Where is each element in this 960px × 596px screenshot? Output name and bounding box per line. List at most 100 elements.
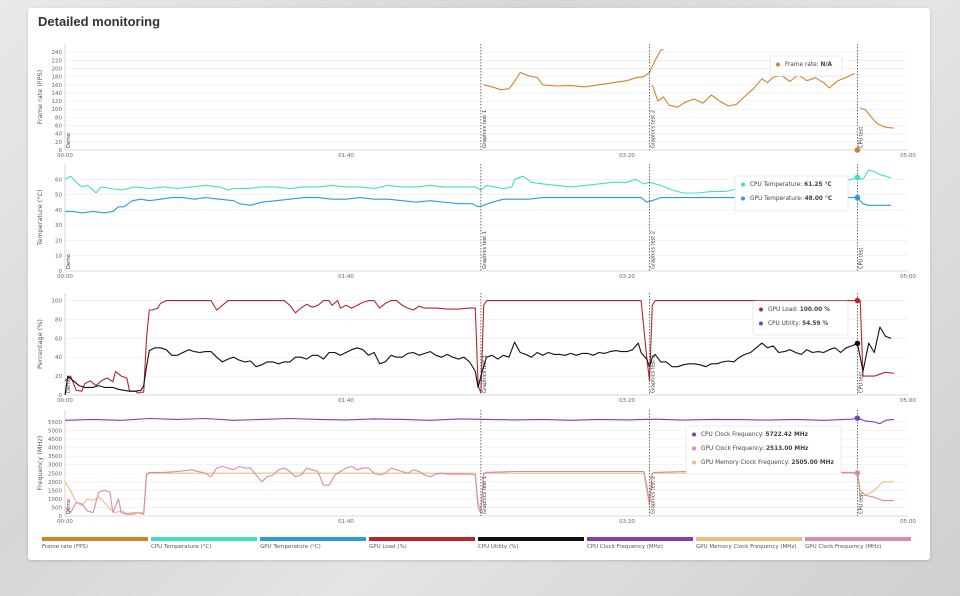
y-tick-label: 220 xyxy=(52,58,63,64)
legend-label: CPU Temperature (°C) xyxy=(151,544,212,550)
tooltip-swatch xyxy=(759,321,763,326)
y-tick-label: 100 xyxy=(52,107,63,113)
tooltip-swatch xyxy=(692,446,696,451)
legend-item[interactable]: CPU Utility (%) xyxy=(478,537,584,550)
page-title: Detailed monitoring xyxy=(38,14,161,29)
tooltip-panel-1: CPU Temperature: 61.25 °C GPU Temperature… xyxy=(734,175,849,212)
tooltip-row: CPU Temperature: 61.25 °C xyxy=(750,182,832,188)
tooltip-row: GPU Load: 100.00 % xyxy=(768,307,830,313)
x-tick-label: 03:20 xyxy=(619,153,635,159)
test-marker-label: CPU test xyxy=(858,372,864,393)
legend-item[interactable]: CPU Temperature (°C) xyxy=(151,537,257,550)
y-tick-label: 0 xyxy=(59,514,63,520)
legend-swatch xyxy=(260,537,366,541)
chart-panel-2: 0 20 40 60 80 100 Percentage (%) 00:00 01:40 03:2… xyxy=(36,293,916,404)
test-marker-label: Demo xyxy=(66,378,72,393)
hover-dot-gpu_clock xyxy=(854,470,861,476)
test-marker-label: Graphics test 1 xyxy=(482,355,488,393)
legend-item[interactable]: GPU Load (%) xyxy=(369,537,475,550)
y-tick-label: 100 xyxy=(52,299,63,305)
y-tick-label: 200 xyxy=(52,66,63,72)
hover-dot-gpu_temp xyxy=(854,194,861,201)
legend-item[interactable]: GPU Temperature (°C) xyxy=(260,537,366,550)
tooltip-swatch xyxy=(759,307,763,312)
chart-panel-1: 0 10 20 30 40 50 60 Temperature (°C) 00:00 01:40 0… xyxy=(36,164,916,280)
tooltip-box xyxy=(769,55,843,77)
hover-dot-cpu_util xyxy=(854,340,861,347)
x-tick-label: 03:20 xyxy=(619,274,635,280)
tooltip-row: CPU Clock Frequency: 5722.42 MHz xyxy=(701,432,809,438)
tooltip-row: CPU Utility: 54.59 % xyxy=(768,321,828,327)
y-tick-label: 20 xyxy=(55,238,62,244)
legend-item[interactable]: GPU Memory Clock Frequency (MHz) xyxy=(696,537,802,550)
y-tick-label: 60 xyxy=(55,336,62,342)
y-tick-label: 240 xyxy=(52,50,63,56)
tooltip-row: GPU Temperature: 48.00 °C xyxy=(750,196,832,202)
y-tick-label: 5000 xyxy=(48,429,62,435)
y-tick-label: 60 xyxy=(55,124,62,130)
test-marker-label: Graphics test 1 xyxy=(482,110,488,148)
hover-dot-gpu_load xyxy=(854,297,861,304)
legend-label: GPU Load (%) xyxy=(369,544,407,550)
y-tick-label: 0 xyxy=(59,148,63,154)
y-tick-label: 20 xyxy=(55,374,62,380)
tooltip-box xyxy=(752,300,849,336)
legend-swatch xyxy=(151,537,257,541)
x-tick-label: 01:40 xyxy=(338,274,354,280)
test-marker-label: Graphics test 1 xyxy=(482,231,488,269)
y-axis-label: Frequency (MHz) xyxy=(36,436,44,491)
series-line-fps xyxy=(860,107,894,129)
tooltip-swatch xyxy=(741,182,745,187)
legend-label: GPU Memory Clock Frequency (MHz) xyxy=(696,544,797,550)
y-tick-label: 40 xyxy=(55,208,62,214)
legend-swatch xyxy=(587,537,693,541)
y-tick-label: 3000 xyxy=(48,463,62,469)
legend-item[interactable]: Frame rate (FPS) xyxy=(42,537,148,550)
y-tick-label: 30 xyxy=(55,223,62,229)
legend-swatch xyxy=(369,537,475,541)
legend-label: CPU Utility (%) xyxy=(478,544,519,550)
tooltip-swatch xyxy=(692,432,696,437)
y-tick-label: 2000 xyxy=(48,480,62,486)
legend-swatch xyxy=(478,537,584,541)
y-tick-label: 80 xyxy=(55,115,62,121)
test-marker-label: Graphics test 2 xyxy=(650,355,656,393)
tooltip-box xyxy=(685,425,842,475)
y-tick-label: 180 xyxy=(52,75,63,81)
y-tick-label: 120 xyxy=(52,99,63,105)
tooltip-row: GPU Memory Clock Frequency: 2505.00 MHz xyxy=(701,460,834,466)
x-tick-label: 05:00 xyxy=(900,153,916,159)
test-marker-label: Demo xyxy=(66,133,72,148)
y-tick-label: 140 xyxy=(52,91,63,97)
legend-swatch xyxy=(42,537,148,541)
legend-item[interactable]: CPU Clock Frequency (MHz) xyxy=(587,537,693,550)
tooltip-swatch xyxy=(692,460,696,465)
detailed-monitoring-card: Detailed monitoring 0 20 40 60 80 100 120 140 16… xyxy=(28,8,930,560)
hover-dot-cpu_temp xyxy=(854,174,861,181)
series-line-cpu_util xyxy=(64,326,892,396)
series-line-fps xyxy=(651,73,855,108)
y-tick-label: 1500 xyxy=(48,488,62,494)
test-marker-label: Graphics test 1 xyxy=(482,476,488,514)
test-marker-label: Demo xyxy=(66,254,72,269)
test-marker-label: Graphics test 2 xyxy=(650,476,656,514)
test-marker-label: CPU test xyxy=(858,127,864,148)
x-tick-label: 03:20 xyxy=(619,519,635,525)
y-tick-label: 40 xyxy=(55,355,62,361)
hover-dot-cpu_clock xyxy=(854,415,861,421)
legend-label: GPU Clock Frequency (MHz) xyxy=(805,544,882,550)
hover-dot-fps xyxy=(854,147,861,153)
series-line-gpu_load xyxy=(64,300,894,394)
y-tick-label: 500 xyxy=(52,505,63,511)
legend-swatch xyxy=(696,537,802,541)
x-tick-label: 05:00 xyxy=(900,274,916,280)
legend-item[interactable]: GPU Clock Frequency (MHz) xyxy=(805,537,911,550)
x-tick-label: 01:40 xyxy=(338,519,354,525)
y-axis-label: Temperature (°C) xyxy=(36,189,44,246)
legend-label: GPU Temperature (°C) xyxy=(260,544,321,550)
y-axis-label: Percentage (%) xyxy=(36,319,44,369)
legend: Frame rate (FPS) CPU Temperature (°C) GPU … xyxy=(42,537,930,557)
x-tick-label: 03:20 xyxy=(619,398,635,404)
x-tick-label: 00:00 xyxy=(57,153,73,159)
